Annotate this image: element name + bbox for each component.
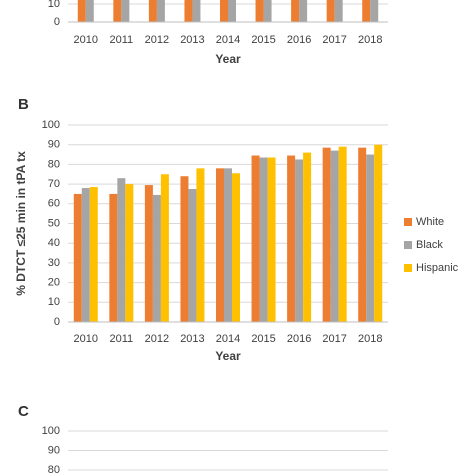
- bar: [303, 152, 312, 322]
- y-tick-label: 90: [48, 139, 60, 151]
- legend-swatch: [404, 264, 412, 272]
- x-tick-label: 2015: [251, 34, 275, 46]
- bar: [224, 168, 232, 322]
- bar: [299, 0, 308, 22]
- bar: [334, 0, 343, 22]
- bar: [287, 155, 296, 322]
- y-tick-label: 0: [54, 16, 60, 28]
- bar: [89, 187, 98, 322]
- bar: [259, 157, 268, 322]
- y-tick-label: 80: [48, 464, 60, 474]
- bar: [188, 189, 197, 322]
- bar: [113, 0, 122, 22]
- y-tick-label: 40: [48, 237, 60, 249]
- x-tick-label: 2014: [216, 333, 240, 345]
- y-tick-label: 30: [48, 257, 60, 269]
- bar: [180, 176, 189, 322]
- x-tick-label: 2018: [358, 34, 382, 46]
- y-tick-label: 70: [48, 178, 60, 190]
- x-tick-label: 2017: [322, 34, 346, 46]
- y-tick-label: 100: [42, 425, 60, 437]
- bar: [232, 173, 240, 322]
- bar: [322, 147, 331, 322]
- y-tick-label: 60: [48, 198, 60, 210]
- y-tick-label: 0: [54, 316, 60, 328]
- panel-label: B: [18, 96, 29, 113]
- x-axis-label: Year: [215, 349, 241, 363]
- y-tick-label: 10: [48, 296, 60, 308]
- bar: [144, 185, 153, 322]
- x-tick-label: 2018: [358, 333, 382, 345]
- bar: [330, 150, 339, 322]
- bar: [117, 178, 126, 322]
- bar: [251, 155, 260, 322]
- bar: [358, 147, 367, 322]
- bar: [148, 0, 157, 22]
- y-tick-label: 90: [48, 444, 60, 456]
- x-tick-label: 2016: [287, 333, 311, 345]
- legend-swatch: [404, 218, 412, 226]
- x-tick-label: 2013: [180, 333, 204, 345]
- y-axis-label: % DTCT ≤25 min in tPA tx: [14, 151, 28, 296]
- bar: [291, 0, 300, 22]
- legend-label: White: [416, 216, 444, 228]
- bar: [255, 0, 264, 22]
- y-tick-label: 100: [42, 119, 60, 131]
- bar: [196, 168, 205, 322]
- bar: [184, 0, 193, 22]
- bar: [366, 154, 375, 322]
- y-tick-label: 20: [48, 277, 60, 289]
- bar: [125, 184, 134, 322]
- y-tick-label: 80: [48, 158, 60, 170]
- x-tick-label: 2012: [145, 34, 169, 46]
- bar: [77, 0, 86, 22]
- legend-label: Hispanic: [416, 262, 459, 274]
- x-tick-label: 2013: [180, 34, 204, 46]
- bar: [220, 0, 228, 22]
- x-tick-label: 2010: [74, 34, 98, 46]
- legend-swatch: [404, 241, 412, 249]
- bar: [295, 159, 304, 322]
- bar: [156, 0, 165, 22]
- x-tick-label: 2011: [110, 333, 134, 345]
- x-tick-label: 2016: [287, 34, 311, 46]
- bar: [192, 0, 201, 22]
- bar: [263, 0, 272, 22]
- bar: [216, 168, 224, 322]
- x-tick-label: 2012: [145, 333, 169, 345]
- bar: [109, 193, 118, 322]
- bar: [81, 188, 90, 322]
- x-axis-label: Year: [215, 52, 241, 66]
- bar: [370, 0, 379, 22]
- panel-label: C: [18, 403, 29, 420]
- x-tick-label: 2011: [110, 34, 134, 46]
- bar: [228, 0, 236, 22]
- bar: [326, 0, 335, 22]
- legend-label: Black: [416, 239, 443, 251]
- y-tick-label: 50: [48, 217, 60, 229]
- bar: [338, 146, 347, 322]
- y-tick-label: 10: [48, 0, 60, 10]
- bar: [121, 0, 130, 22]
- x-tick-label: 2014: [216, 34, 240, 46]
- bar: [362, 0, 371, 22]
- x-tick-label: 2015: [251, 333, 275, 345]
- bar: [267, 157, 276, 322]
- x-tick-label: 2017: [322, 333, 346, 345]
- bar: [152, 194, 161, 322]
- x-tick-label: 2010: [74, 333, 98, 345]
- bar: [374, 144, 383, 322]
- bar: [160, 174, 169, 322]
- bar: [85, 0, 94, 22]
- bar: [73, 193, 82, 322]
